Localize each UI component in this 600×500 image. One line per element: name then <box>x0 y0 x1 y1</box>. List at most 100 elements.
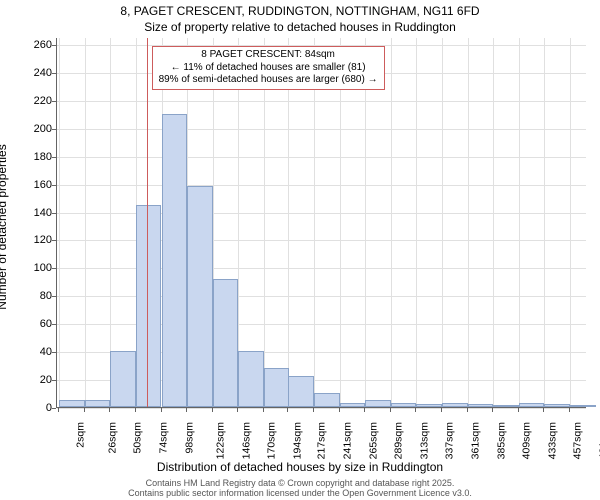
y-tick-mark <box>52 324 56 325</box>
x-tick-label: 457sqm <box>572 422 584 459</box>
y-tick-label: 80 <box>12 290 52 302</box>
y-tick-mark <box>52 185 56 186</box>
gridline-vertical <box>314 38 315 407</box>
reference-line <box>147 38 148 407</box>
gridline-vertical <box>519 38 520 407</box>
chart-title-line2: Size of property relative to detached ho… <box>0 20 600 34</box>
x-tick-mark <box>109 408 110 412</box>
x-tick-mark <box>58 408 59 412</box>
histogram-bar <box>213 279 239 407</box>
y-tick-label: 260 <box>12 39 52 51</box>
x-tick-mark <box>415 408 416 412</box>
gridline-vertical <box>288 38 289 407</box>
y-tick-mark <box>52 296 56 297</box>
chart-title-line1: 8, PAGET CRESCENT, RUDDINGTON, NOTTINGHA… <box>0 4 600 18</box>
x-tick-label: 409sqm <box>521 422 533 459</box>
histogram-bar <box>442 403 468 407</box>
annotation-line2: ← 11% of detached houses are smaller (81… <box>159 62 378 75</box>
x-tick-mark <box>186 408 187 412</box>
x-tick-mark <box>441 408 442 412</box>
y-tick-label: 160 <box>12 179 52 191</box>
histogram-bar <box>238 351 264 407</box>
x-tick-label: 98sqm <box>183 422 195 454</box>
gridline-vertical <box>365 38 366 407</box>
x-tick-mark <box>161 408 162 412</box>
y-tick-label: 240 <box>12 67 52 79</box>
gridline-vertical <box>493 38 494 407</box>
gridline-vertical <box>570 38 571 407</box>
x-tick-mark <box>467 408 468 412</box>
annotation-line3: 89% of semi-detached houses are larger (… <box>159 74 378 87</box>
x-tick-mark <box>313 408 314 412</box>
x-tick-label: 170sqm <box>266 422 278 459</box>
gridline-vertical <box>391 38 392 407</box>
gridline-vertical <box>442 38 443 407</box>
y-tick-mark <box>52 213 56 214</box>
x-tick-label: 122sqm <box>214 422 226 459</box>
x-tick-mark <box>518 408 519 412</box>
histogram-bar <box>59 400 85 407</box>
histogram-bar <box>110 351 136 407</box>
y-tick-label: 60 <box>12 318 52 330</box>
gridline-vertical <box>340 38 341 407</box>
x-tick-mark <box>492 408 493 412</box>
x-tick-label: 265sqm <box>367 422 379 459</box>
x-tick-mark <box>287 408 288 412</box>
y-tick-mark <box>52 408 56 409</box>
y-tick-label: 220 <box>12 95 52 107</box>
y-tick-mark <box>52 240 56 241</box>
histogram-bar <box>340 403 366 407</box>
annotation-line1: 8 PAGET CRESCENT: 84sqm <box>159 49 378 62</box>
x-tick-label: 313sqm <box>418 422 430 459</box>
histogram-bar <box>187 186 213 407</box>
y-tick-mark <box>52 101 56 102</box>
y-tick-mark <box>52 157 56 158</box>
x-tick-label: 217sqm <box>316 422 328 459</box>
histogram-bar <box>162 114 188 407</box>
y-tick-mark <box>52 352 56 353</box>
histogram-bar <box>416 404 442 407</box>
x-tick-label: 433sqm <box>546 422 558 459</box>
x-tick-label: 50sqm <box>132 422 144 454</box>
x-tick-mark <box>212 408 213 412</box>
gridline-vertical <box>468 38 469 407</box>
gridline-vertical <box>59 38 60 407</box>
y-tick-mark <box>52 73 56 74</box>
x-tick-label: 385sqm <box>495 422 507 459</box>
x-tick-mark <box>390 408 391 412</box>
x-tick-label: 146sqm <box>240 422 252 459</box>
y-tick-label: 20 <box>12 374 52 386</box>
x-tick-label: 289sqm <box>393 422 405 459</box>
histogram-bar <box>85 400 111 407</box>
y-tick-label: 200 <box>12 123 52 135</box>
x-tick-mark <box>339 408 340 412</box>
x-tick-label: 2sqm <box>75 422 87 448</box>
histogram-bar <box>314 393 340 407</box>
histogram-bar <box>288 376 314 407</box>
x-tick-mark <box>135 408 136 412</box>
gridline-vertical <box>544 38 545 407</box>
y-tick-label: 100 <box>12 262 52 274</box>
gridline-horizontal <box>57 408 586 409</box>
y-tick-label: 180 <box>12 151 52 163</box>
y-tick-label: 140 <box>12 207 52 219</box>
histogram-bar <box>391 403 417 407</box>
footer-line1: Contains HM Land Registry data © Crown c… <box>0 478 600 488</box>
footer-line2: Contains public sector information licen… <box>0 488 600 498</box>
x-tick-label: 74sqm <box>157 422 169 454</box>
x-tick-label: 26sqm <box>106 422 118 454</box>
x-tick-mark <box>569 408 570 412</box>
x-tick-mark <box>543 408 544 412</box>
histogram-bar <box>264 368 290 407</box>
y-axis-label: Number of detached properties <box>0 144 9 309</box>
plot-area <box>56 38 586 408</box>
x-tick-label: 337sqm <box>444 422 456 459</box>
x-tick-mark <box>263 408 264 412</box>
histogram-bar <box>136 205 162 407</box>
gridline-vertical <box>416 38 417 407</box>
x-tick-mark <box>84 408 85 412</box>
y-tick-label: 120 <box>12 234 52 246</box>
x-axis-label: Distribution of detached houses by size … <box>0 460 600 474</box>
histogram-bar <box>365 400 391 407</box>
histogram-bar <box>468 404 494 407</box>
